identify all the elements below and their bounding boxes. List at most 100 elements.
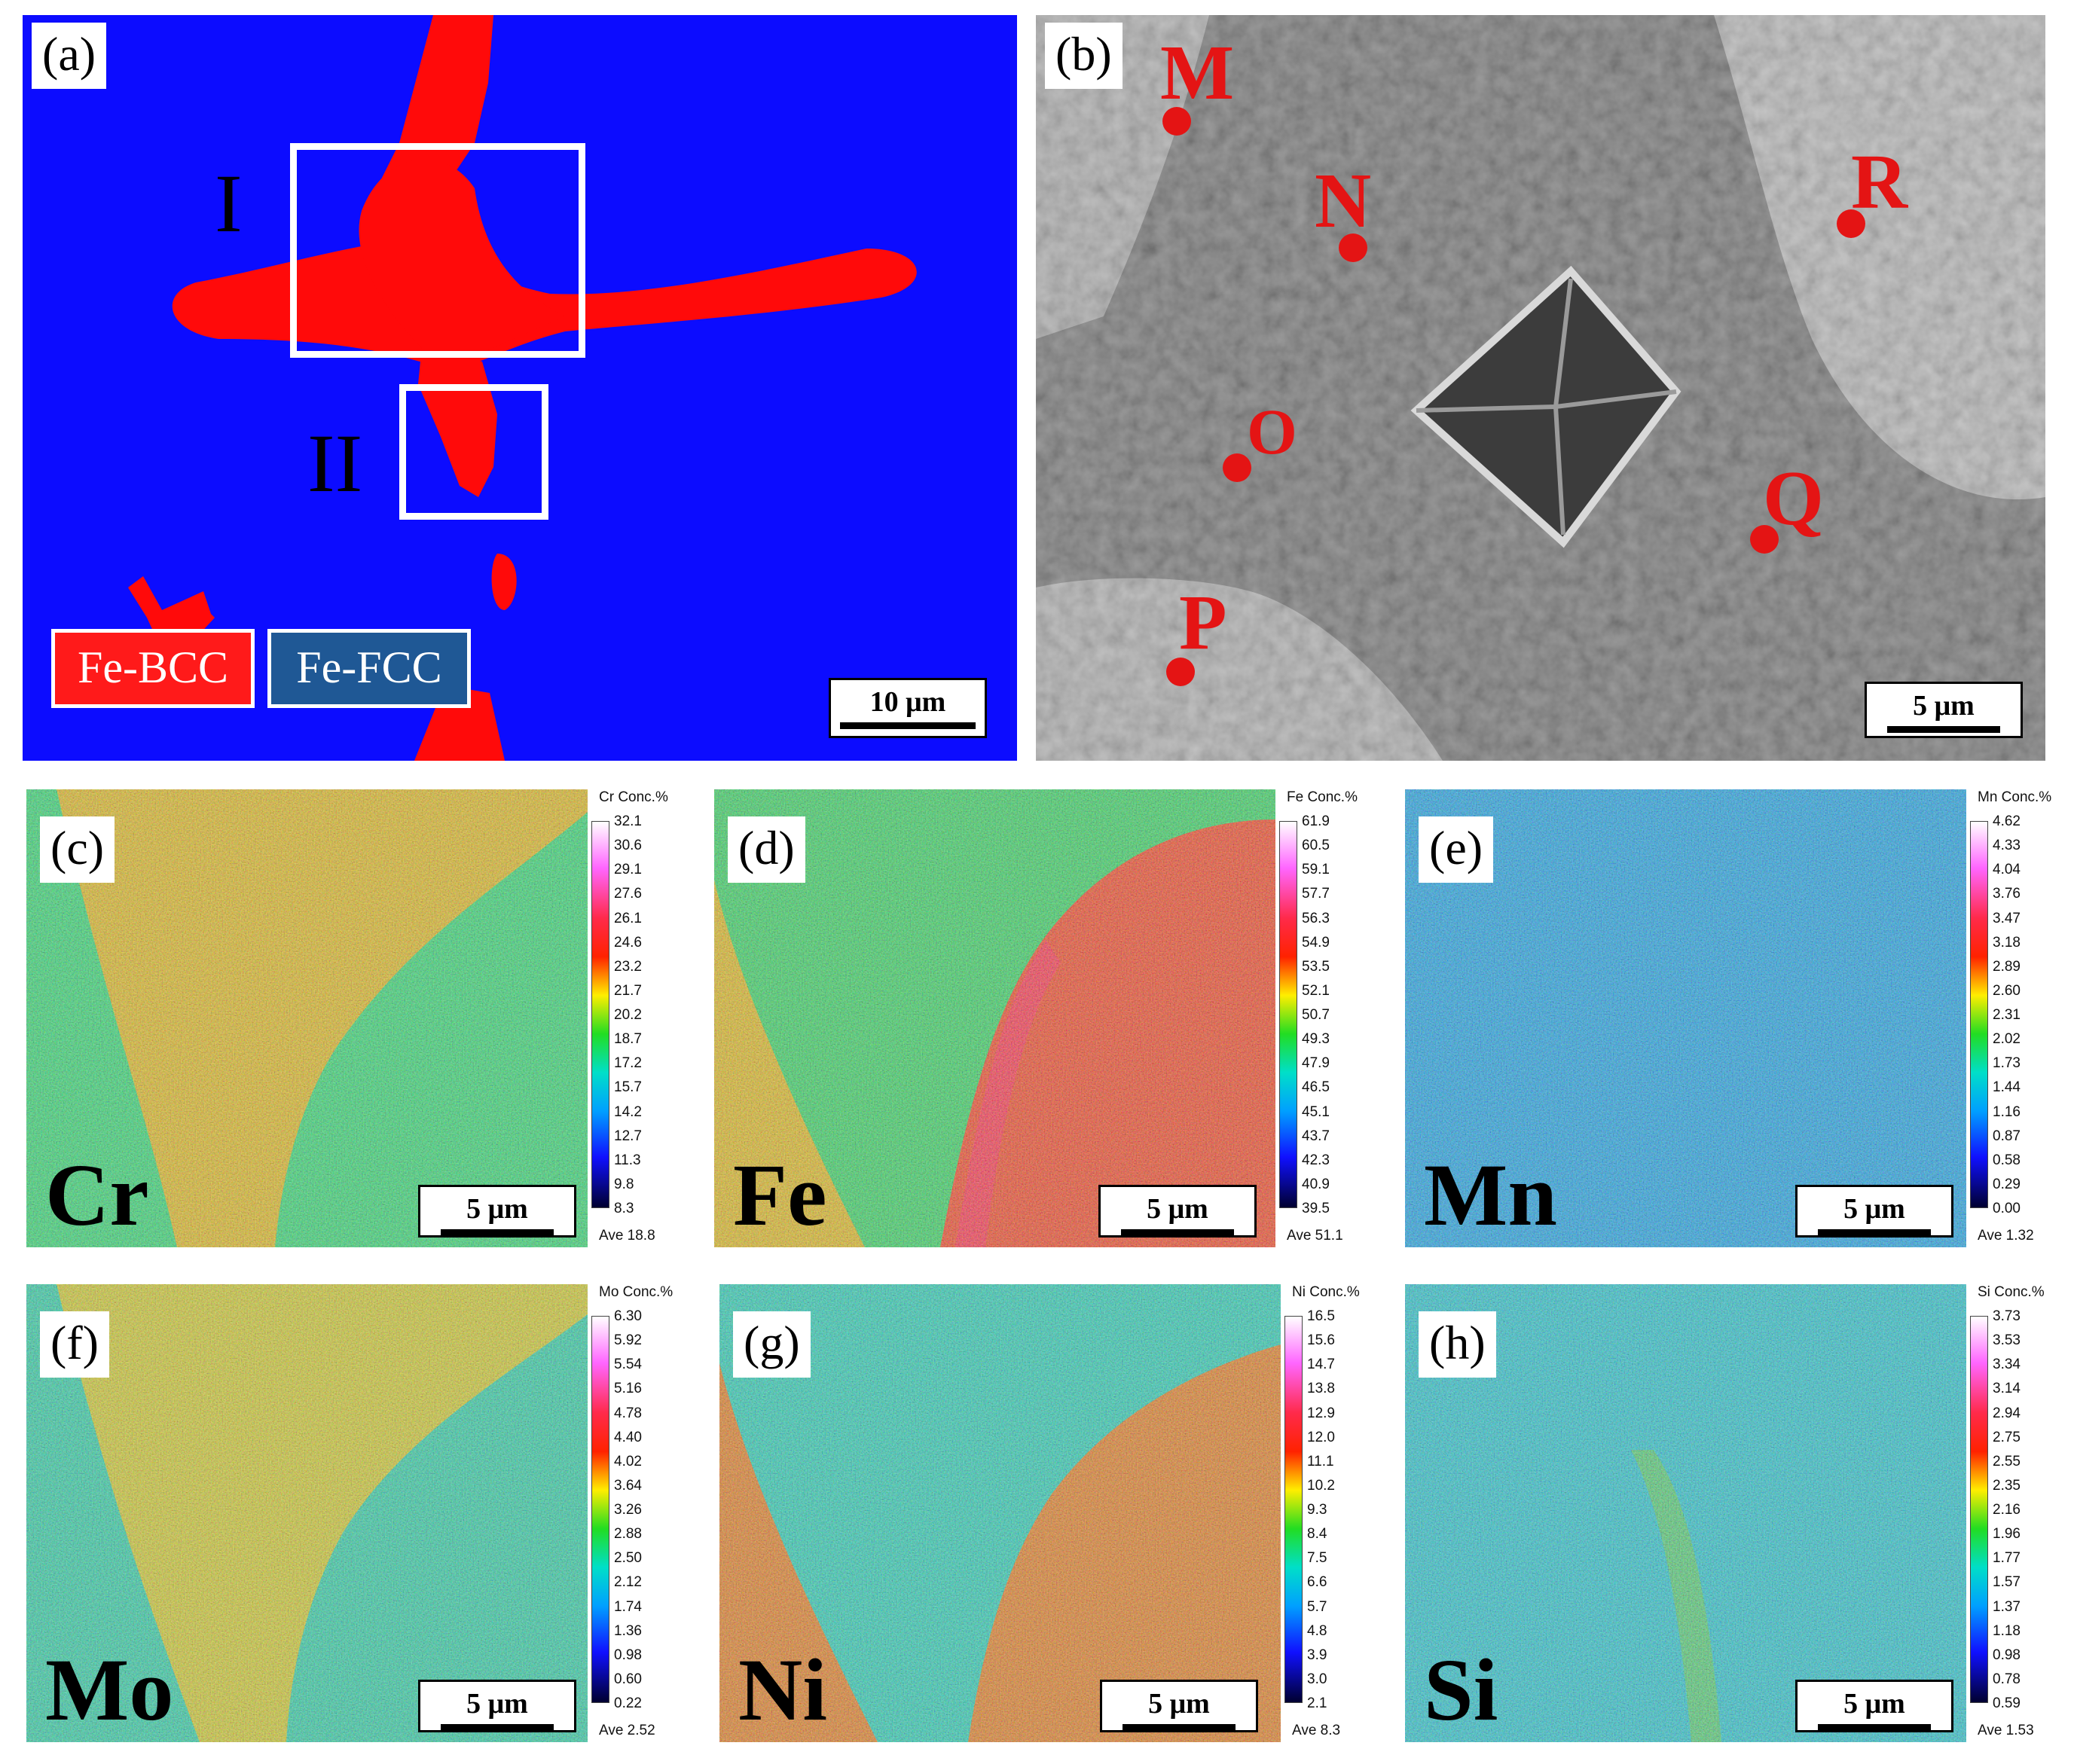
colorbar-tick-label: 9.8 xyxy=(614,1176,634,1192)
colorbar-tick-label: 16.5 xyxy=(1307,1308,1335,1324)
map-fe-scalebar: 5 μm xyxy=(1098,1185,1257,1238)
colorbar-gradient xyxy=(591,1316,609,1703)
colorbar-tick-label: 15.6 xyxy=(1307,1332,1335,1349)
colorbar-tick-label: 4.04 xyxy=(1993,862,2021,878)
sem-texture xyxy=(1036,15,2045,761)
colorbar-tick-label: 1.18 xyxy=(1993,1622,2021,1639)
colorbar-average: Ave 1.32 xyxy=(1978,1228,2034,1244)
colorbar-title: Si Conc.% xyxy=(1978,1284,2045,1300)
colorbar-tick-label: 1.73 xyxy=(1993,1055,2021,1072)
map-cr-scalebar: 5 μm xyxy=(418,1185,576,1238)
colorbar-tick-label: 1.96 xyxy=(1993,1526,2021,1543)
colorbar-tick-label: 21.7 xyxy=(614,982,642,999)
point-p-marker xyxy=(1166,658,1195,686)
colorbar-tick-label: 49.3 xyxy=(1302,1031,1330,1048)
colorbar-tick-label: 11.1 xyxy=(1307,1453,1334,1469)
colorbar-tick-label: 54.9 xyxy=(1302,934,1330,951)
map-si-element: Si xyxy=(1424,1640,1498,1739)
colorbar-tick-label: 20.2 xyxy=(614,1007,642,1023)
colorbar-average: Ave 1.53 xyxy=(1978,1723,2034,1738)
colorbar-tick-label: 3.14 xyxy=(1993,1381,2021,1397)
scalebar-text: 5 μm xyxy=(1148,1688,1210,1720)
map-cr-image xyxy=(26,789,588,1247)
colorbar-tick-label: 1.16 xyxy=(1993,1103,2021,1120)
point-o-label: O xyxy=(1247,395,1297,468)
colorbar-tick-label: 1.37 xyxy=(1993,1598,2021,1615)
colorbar-average: Ave 51.1 xyxy=(1287,1228,1343,1244)
map-panel-si: (h) Si 5 μm xyxy=(1405,1284,1966,1742)
colorbar-tick-label: 0.29 xyxy=(1993,1176,2021,1192)
colorbar-tick-label: 12.9 xyxy=(1307,1405,1335,1421)
scalebar-line xyxy=(441,1724,554,1731)
colorbar-tick-label: 0.60 xyxy=(614,1671,642,1687)
scalebar-text: 5 μm xyxy=(466,1193,528,1225)
panel-a-phase-map: (a) I II Fe-BCC Fe-FCC 10 μm xyxy=(23,15,1017,761)
colorbar-tick-label: 32.1 xyxy=(614,813,642,829)
colorbar-average: Ave 2.52 xyxy=(599,1723,655,1738)
colorbar-tick-label: 2.75 xyxy=(1993,1429,2021,1445)
map-ni-element: Ni xyxy=(738,1640,827,1739)
colorbar-tick-label: 57.7 xyxy=(1302,886,1330,902)
scalebar-line xyxy=(1123,1724,1236,1731)
colorbar-average: Ave 18.8 xyxy=(599,1228,655,1244)
colorbar-tick-label: 15.7 xyxy=(614,1079,642,1096)
colorbar-fe: Fe Conc.% 61.9 60.5 59.1 57.7 56.3 54.9 53.5 52… xyxy=(1279,789,1370,1249)
point-q-label: Q xyxy=(1763,455,1824,542)
colorbar-tick-label: 5.54 xyxy=(614,1357,642,1373)
colorbar-tick-label: 3.76 xyxy=(1993,886,2021,902)
colorbar-tick-label: 0.98 xyxy=(1993,1647,2021,1663)
scalebar-text: 10 μm xyxy=(869,686,946,718)
colorbar-tick-label: 5.16 xyxy=(614,1381,642,1397)
map-mn-label: (e) xyxy=(1419,816,1494,883)
scalebar-text: 5 μm xyxy=(1843,1688,1905,1720)
map-panel-ni: (g) Ni 5 μm xyxy=(719,1284,1281,1742)
scalebar-line xyxy=(441,1229,554,1236)
point-p-label: P xyxy=(1179,579,1227,666)
colorbar-tick-label: 30.6 xyxy=(614,838,642,854)
colorbar-tick-label: 3.73 xyxy=(1993,1308,2021,1324)
colorbar-title: Mn Conc.% xyxy=(1978,789,2052,805)
colorbar-tick-label: 4.78 xyxy=(614,1405,642,1421)
map-panel-fe: (d) Fe 5 μm xyxy=(714,789,1275,1247)
colorbar-tick-label: 0.58 xyxy=(1993,1152,2021,1168)
scalebar-text: 5 μm xyxy=(466,1688,528,1720)
colorbar-tick-label: 11.3 xyxy=(614,1152,641,1168)
colorbar-tick-label: 3.53 xyxy=(1993,1332,2021,1349)
colorbar-tick-label: 0.87 xyxy=(1993,1128,2021,1144)
colorbar-tick-label: 50.7 xyxy=(1302,1007,1330,1023)
colorbar-tick-label: 2.60 xyxy=(1993,982,2021,999)
legend-fe-bcc: Fe-BCC xyxy=(51,629,255,708)
bcc-center-blob xyxy=(359,159,565,369)
panel-b-scalebar: 5 μm xyxy=(1865,682,2023,738)
colorbar-tick-label: 7.5 xyxy=(1307,1550,1327,1567)
map-mo-image xyxy=(26,1284,588,1742)
map-mn-element: Mn xyxy=(1424,1146,1557,1244)
map-cr-element: Cr xyxy=(45,1146,149,1244)
colorbar-tick-label: 18.7 xyxy=(614,1031,642,1048)
panel-b-sem-image: (b) M N O P Q R 5 μm xyxy=(1036,15,2045,761)
map-si-scalebar: 5 μm xyxy=(1795,1680,1953,1732)
colorbar-mn: Mn Conc.% 4.62 4.33 4.04 3.76 3.47 3.18 2.89 2.… xyxy=(1970,789,2060,1249)
colorbar-tick-label: 3.47 xyxy=(1993,910,2021,926)
point-m-marker xyxy=(1162,107,1191,136)
colorbar-tick-label: 0.78 xyxy=(1993,1671,2021,1687)
colorbar-ni: Ni Conc.% 16.5 15.6 14.7 13.8 12.9 12.0 11.1 10… xyxy=(1284,1284,1375,1744)
colorbar-tick-label: 46.5 xyxy=(1302,1079,1330,1096)
map-ni-image xyxy=(719,1284,1281,1742)
point-n-label: N xyxy=(1315,157,1372,244)
colorbar-tick-label: 1.44 xyxy=(1993,1079,2021,1096)
map-mo-element: Mo xyxy=(45,1640,174,1739)
scalebar-line xyxy=(1887,726,2000,733)
colorbar-tick-label: 6.6 xyxy=(1307,1574,1327,1591)
colorbar-tick-label: 3.9 xyxy=(1307,1647,1327,1663)
colorbar-tick-label: 9.3 xyxy=(1307,1502,1327,1518)
colorbar-tick-label: 39.5 xyxy=(1302,1201,1330,1216)
colorbar-tick-label: 2.50 xyxy=(614,1550,642,1567)
colorbar-tick-label: 1.77 xyxy=(1993,1550,2021,1567)
colorbar-tick-label: 47.9 xyxy=(1302,1055,1330,1072)
colorbar-tick-label: 45.1 xyxy=(1302,1103,1330,1120)
colorbar-tick-label: 56.3 xyxy=(1302,910,1330,926)
map-mn-scalebar: 5 μm xyxy=(1795,1185,1953,1238)
colorbar-tick-label: 0.00 xyxy=(1993,1201,2021,1216)
map-si-label: (h) xyxy=(1419,1311,1496,1378)
